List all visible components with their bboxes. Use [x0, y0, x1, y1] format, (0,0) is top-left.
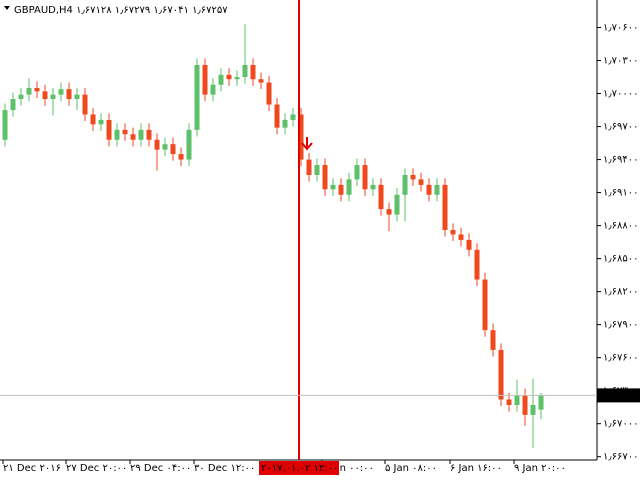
candle-body: [82, 94, 88, 115]
candle-body: [250, 64, 256, 80]
candle-body: [490, 330, 496, 350]
candle-body: [74, 94, 80, 100]
candle-body: [466, 239, 472, 250]
candle-body: [306, 159, 312, 175]
x-tick-label: ۵ Jan ۰۸:۰۰: [385, 463, 437, 474]
candle-body: [362, 165, 368, 190]
candle-body: [146, 129, 152, 140]
candle-body: [10, 99, 16, 111]
x-tick-label: ۶ Jan ۱۶:۰۰: [450, 463, 502, 474]
candle-body: [186, 129, 192, 160]
y-tick-label: ۱٫۶۸۵۰۰: [603, 254, 638, 265]
candle-body: [258, 79, 264, 83]
x-tick-label: ۲۱ Dec ۲۰۱۶: [3, 463, 61, 474]
x-tick-label: ۳ Jan ۰۰:۰۰: [322, 463, 374, 474]
candle-body: [338, 184, 344, 195]
candle-body: [162, 144, 168, 150]
y-tick-label: ۱٫۶۷۶۰۰: [603, 353, 638, 364]
candle-body: [138, 129, 144, 140]
candle-body: [114, 129, 120, 140]
candle-body: [354, 165, 360, 180]
candle-body: [290, 114, 296, 120]
candle-body: [442, 184, 448, 230]
candle-body: [482, 279, 488, 331]
candle-body: [274, 104, 280, 128]
sell-arrow: [301, 137, 313, 151]
y-tick-label: ۱٫۶۸۸۰۰: [603, 221, 638, 232]
candle-body: [522, 395, 528, 415]
crosshair-box: [259, 461, 339, 475]
x-tick-label: ۹ Jan ۲۰:۰۰: [514, 463, 566, 474]
candle-body: [218, 74, 224, 85]
candle-body: [418, 179, 424, 185]
candle-body: [434, 184, 440, 195]
chart-title: GBPAUD,H4 ۱٫۶۷۱۲۸ ۱٫۶۷۲۷۹ ۱٫۶۷۰۴۱ ۱٫۶۷۲۵…: [14, 5, 228, 16]
candle-body: [50, 94, 56, 100]
candle-body: [410, 174, 416, 180]
candle-body: [234, 77, 240, 80]
candle-body: [242, 64, 248, 78]
candle-body: [42, 91, 48, 100]
candle-body: [154, 139, 160, 150]
candle-body: [66, 89, 72, 100]
candle-body: [106, 119, 112, 140]
candle-body: [538, 395, 544, 410]
candle-body: [530, 404, 536, 415]
y-tick-label: ۱٫۶۷۹۰۰: [603, 320, 638, 331]
candle-body: [498, 349, 504, 400]
candle-body: [282, 119, 288, 128]
y-tick-label: ۱٫۷۰۰۰۰: [603, 89, 638, 100]
candle-body: [314, 165, 320, 175]
y-tick-label: ۱٫۶۹۷۰۰: [603, 122, 638, 133]
y-tick-label: ۱٫۶۷۰۰۰: [603, 419, 638, 430]
candle-body: [130, 134, 136, 140]
candle-body: [122, 129, 128, 135]
candle-body: [2, 110, 8, 140]
candle-body: [34, 88, 40, 92]
candle-body: [178, 154, 184, 160]
candle-body: [210, 84, 216, 95]
candle-body: [202, 64, 208, 95]
y-tick-label: ۱٫۶۹۴۰۰: [603, 155, 638, 166]
candle-body: [170, 144, 176, 155]
y-tick-label: ۱٫۷۰۶۰۰: [603, 23, 638, 34]
candle-body: [330, 184, 336, 190]
candle-body: [458, 234, 464, 240]
candle-body: [378, 184, 384, 210]
candle-body: [450, 230, 456, 235]
x-tick-label: ۳۰ Dec ۱۲:۰۰: [194, 463, 255, 474]
candle-body: [506, 399, 512, 405]
candle-body: [58, 89, 64, 95]
crosshair-label: ۲۰۱۷.۰۱.۰۲ ۱۲:۰۰: [261, 463, 338, 474]
plot-area: [2, 24, 544, 448]
candle-body: [298, 114, 304, 160]
y-tick-label: ۱٫۷۰۳۰۰: [603, 56, 638, 67]
candle-body: [426, 184, 432, 195]
candle-body: [18, 94, 24, 100]
candle-body: [26, 88, 32, 95]
candle-body: [322, 165, 328, 190]
candle-body: [474, 249, 480, 280]
y-tick-label: ۱٫۶۸۲۰۰: [603, 287, 638, 298]
candle-body: [386, 209, 392, 215]
x-tick-label: ۲۹ Dec ۰۴:۰۰: [130, 463, 191, 474]
candle-body: [90, 114, 96, 125]
y-tick-label: ۱٫۶۹۱۰۰: [603, 188, 638, 199]
candle-body: [346, 179, 352, 195]
current-price-box: [597, 388, 640, 403]
current-price-label: ۱٫۶۷۲۵۷: [601, 390, 637, 401]
candle-body: [266, 82, 272, 105]
candle-body: [394, 194, 400, 215]
candle-body: [370, 184, 376, 190]
title-arrow: [4, 6, 10, 10]
x-tick-label: ۲۷ Dec ۲۰:۰۰: [66, 463, 127, 474]
candle-body: [194, 64, 200, 130]
candle-body: [226, 74, 232, 80]
y-tick-label: ۱٫۶۶۷۰۰: [603, 452, 638, 463]
candle-body: [98, 119, 104, 125]
candle-body: [514, 395, 520, 405]
candle-body: [402, 174, 408, 195]
